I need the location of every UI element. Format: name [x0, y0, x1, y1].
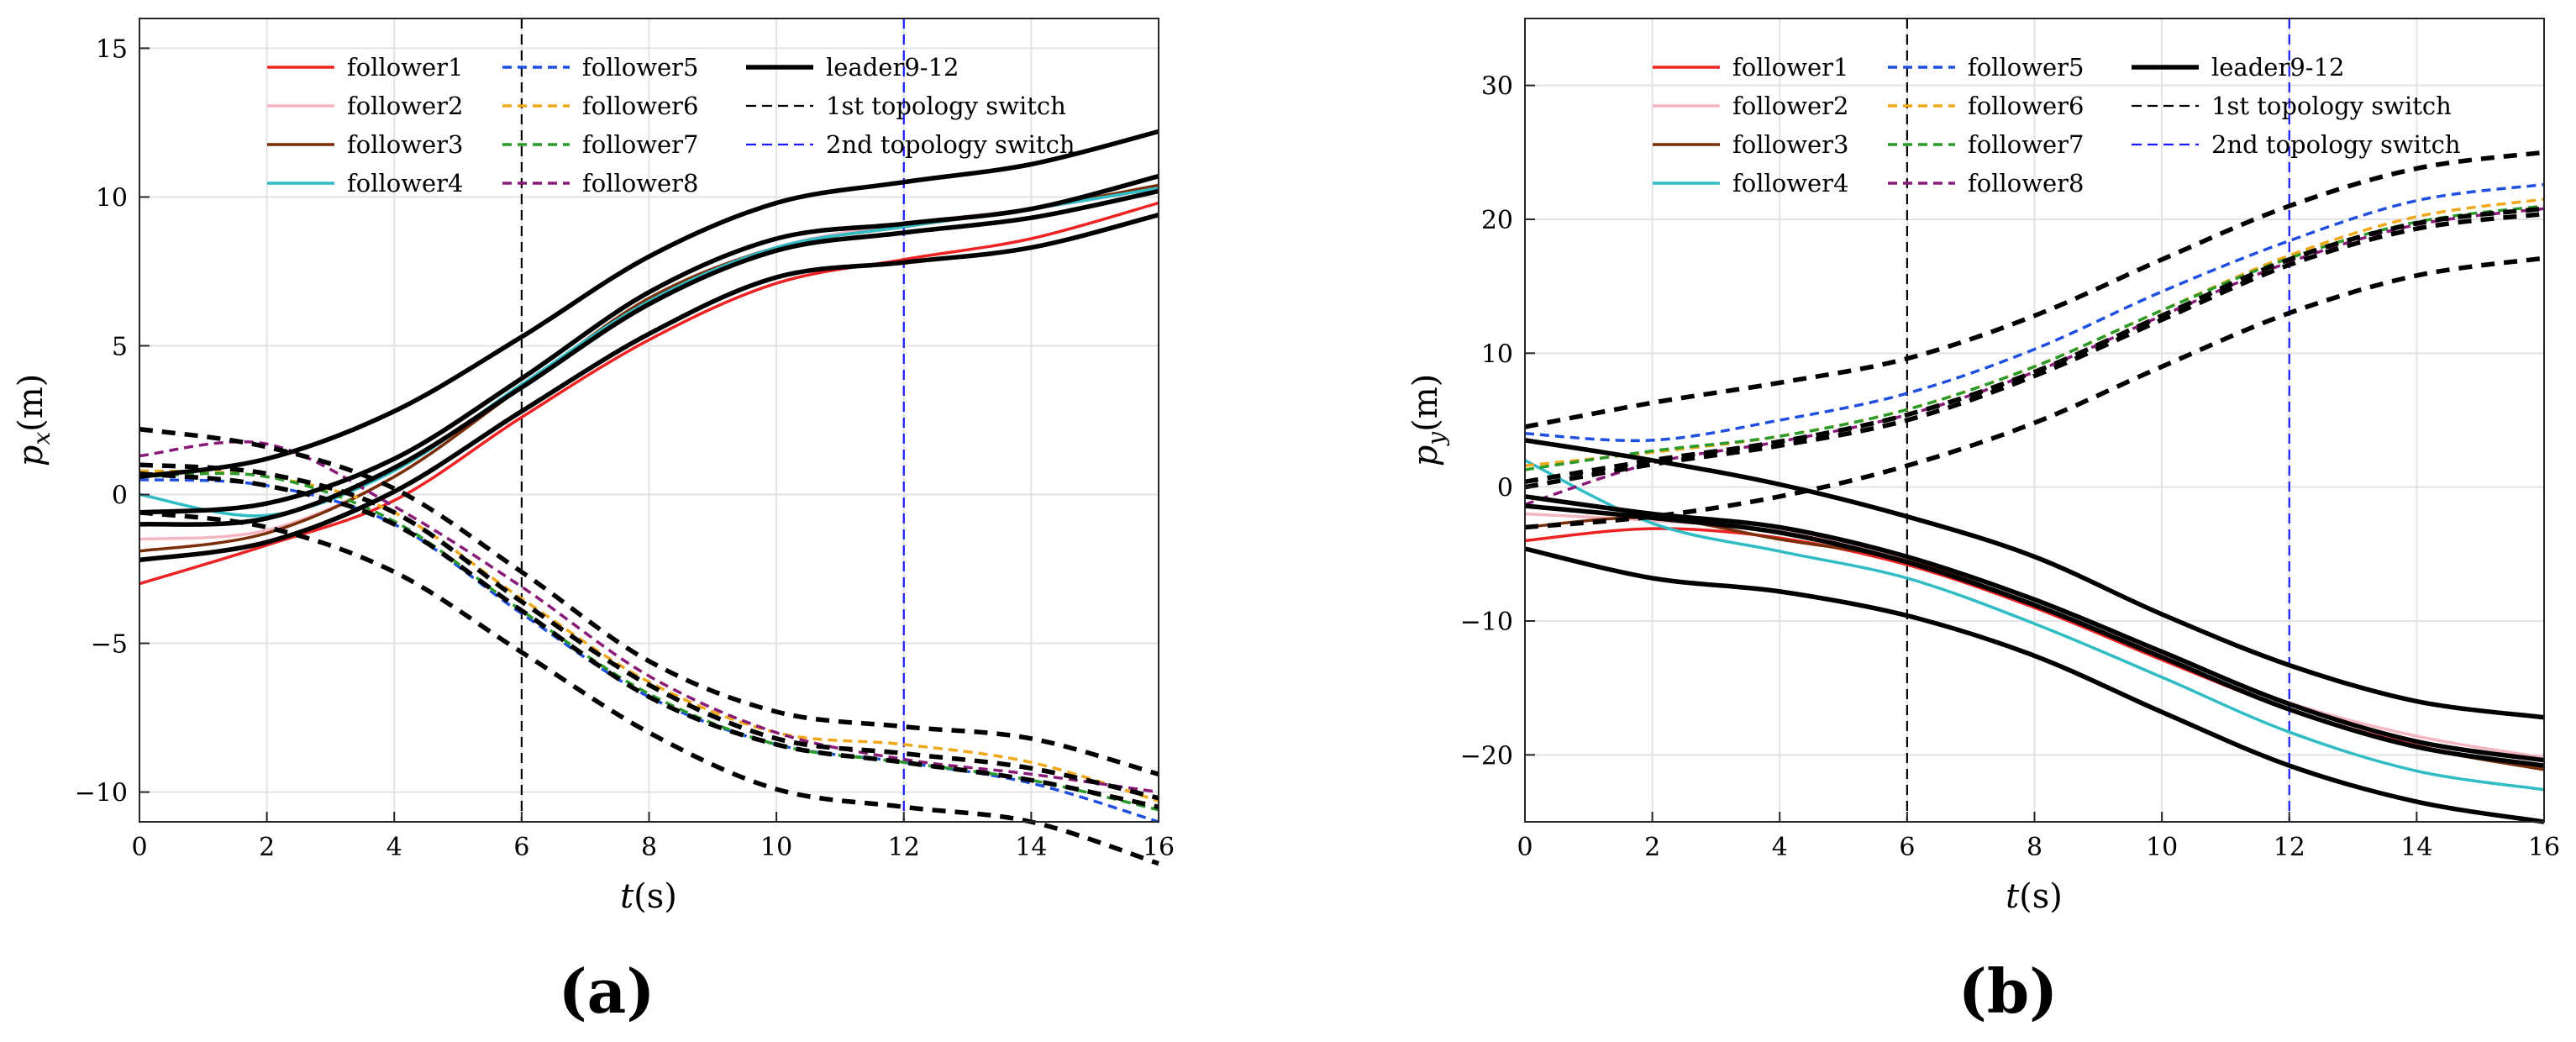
legend-label: follower3 [1732, 130, 1849, 159]
legend-b: follower1 follower2 follower3 follower4 foll… [1653, 53, 2461, 197]
x-tick-label: 10 [760, 833, 792, 862]
y-tick-label: −5 [91, 630, 128, 660]
x-tick-label: 2 [1644, 833, 1660, 862]
legend-label: follower1 [347, 53, 464, 82]
series-line-follower1 [139, 201, 1159, 586]
y-tick-label: 0 [1497, 474, 1513, 503]
series-line-leader9-12 [1524, 503, 2545, 768]
legend-label: follower4 [347, 169, 464, 197]
series-line-leader9-12 [1524, 438, 2545, 720]
series-line-leader9-12 [1524, 494, 2545, 763]
series-line-leader9-12 [139, 129, 1159, 480]
legend-label: follower1 [1732, 53, 1849, 82]
x-tick-label: 10 [2146, 833, 2178, 862]
ticks-a: 0 2 4 6 8 10 12 14 16 −10 −5 0 5 10 15 [75, 34, 1175, 862]
series-line-leader9-12 [139, 188, 1159, 527]
x-tick-label: 12 [2274, 833, 2305, 862]
subfigure-caption-a: (a) [559, 955, 655, 1027]
series-line-leader9-12 [1524, 546, 2545, 824]
x-tick-label: 14 [1015, 833, 1047, 862]
legend-label: follower5 [1968, 53, 2084, 82]
x-tick-label: 4 [386, 833, 402, 862]
series-line-follower5 [1524, 182, 2545, 443]
legend-label: follower8 [582, 169, 699, 197]
legend-label: follower4 [1732, 169, 1849, 197]
y-tick-label: 10 [96, 183, 128, 213]
x-tick-label: 6 [1899, 833, 1915, 862]
x-tick-label: 2 [259, 833, 275, 862]
series-line-formation [1524, 150, 2545, 429]
series-line-formation [139, 471, 1159, 809]
x-axis-label-b: t(s) [2006, 877, 2063, 916]
x-tick-label: 8 [2027, 833, 2042, 862]
x-tick-label: 16 [1143, 833, 1175, 862]
legend-label: leader9-12 [826, 53, 959, 82]
series-line-formation [1524, 255, 2545, 530]
legend-label: follower6 [1968, 92, 2084, 120]
legend-label: follower2 [1732, 92, 1849, 120]
subfigure-caption-b: (b) [1958, 955, 2058, 1027]
y-tick-label: −10 [75, 779, 128, 808]
legend-label: 1st topology switch [2211, 92, 2452, 120]
legend-a: follower1 follower2 follower3 follower4 foll… [267, 53, 1075, 197]
legend-label: 1st topology switch [826, 92, 1066, 120]
legend-label: follower2 [347, 92, 464, 120]
legend-label: follower7 [1968, 130, 2084, 159]
y-tick-label: −10 [1460, 608, 1513, 637]
x-tick-label: 0 [131, 833, 147, 862]
x-tick-label: 4 [1772, 833, 1788, 862]
legend-label: follower3 [347, 130, 464, 159]
y-axis-label-b: py(m) [1406, 374, 1450, 467]
series-line-leader9-12 [139, 213, 1159, 563]
y-tick-label: 20 [1481, 206, 1513, 235]
legend-label: 2nd topology switch [826, 130, 1075, 159]
legend-label: follower8 [1968, 169, 2084, 197]
series-layer-b [1524, 150, 2545, 824]
legend-label: follower6 [582, 92, 699, 120]
ticks-b: 0 2 4 6 8 10 12 14 16 −20 −10 0 10 20 30 [1460, 72, 2560, 862]
y-axis-label-a: px(m) [12, 374, 55, 467]
topology-switch-lines-a [520, 18, 905, 822]
series-line-formation [139, 462, 1159, 801]
y-tick-label: 15 [96, 34, 128, 64]
y-tick-label: −20 [1460, 741, 1513, 771]
legend-label: follower5 [582, 53, 699, 82]
x-tick-label: 14 [2400, 833, 2432, 862]
legend-label: 2nd topology switch [2211, 130, 2461, 159]
series-line-follower4 [1524, 459, 2545, 792]
x-tick-label: 16 [2528, 833, 2560, 862]
y-tick-label: 0 [112, 482, 128, 511]
legend-label: leader9-12 [2211, 53, 2344, 82]
legend-label: follower7 [582, 130, 699, 159]
series-line-formation [1524, 211, 2545, 490]
series-line-formation [1524, 206, 2545, 485]
series-line-follower7 [1524, 204, 2545, 471]
series-layer-a [139, 129, 1159, 866]
y-tick-label: 30 [1481, 72, 1513, 102]
x-tick-label: 12 [888, 833, 920, 862]
x-axis-label-a: t(s) [620, 877, 677, 916]
x-tick-label: 6 [513, 833, 529, 862]
x-tick-label: 0 [1517, 833, 1532, 862]
y-tick-label: 5 [112, 332, 128, 361]
x-tick-label: 8 [641, 833, 657, 862]
series-line-formation [139, 426, 1159, 776]
series-line-formation [139, 510, 1159, 866]
y-tick-label: 10 [1481, 339, 1513, 369]
